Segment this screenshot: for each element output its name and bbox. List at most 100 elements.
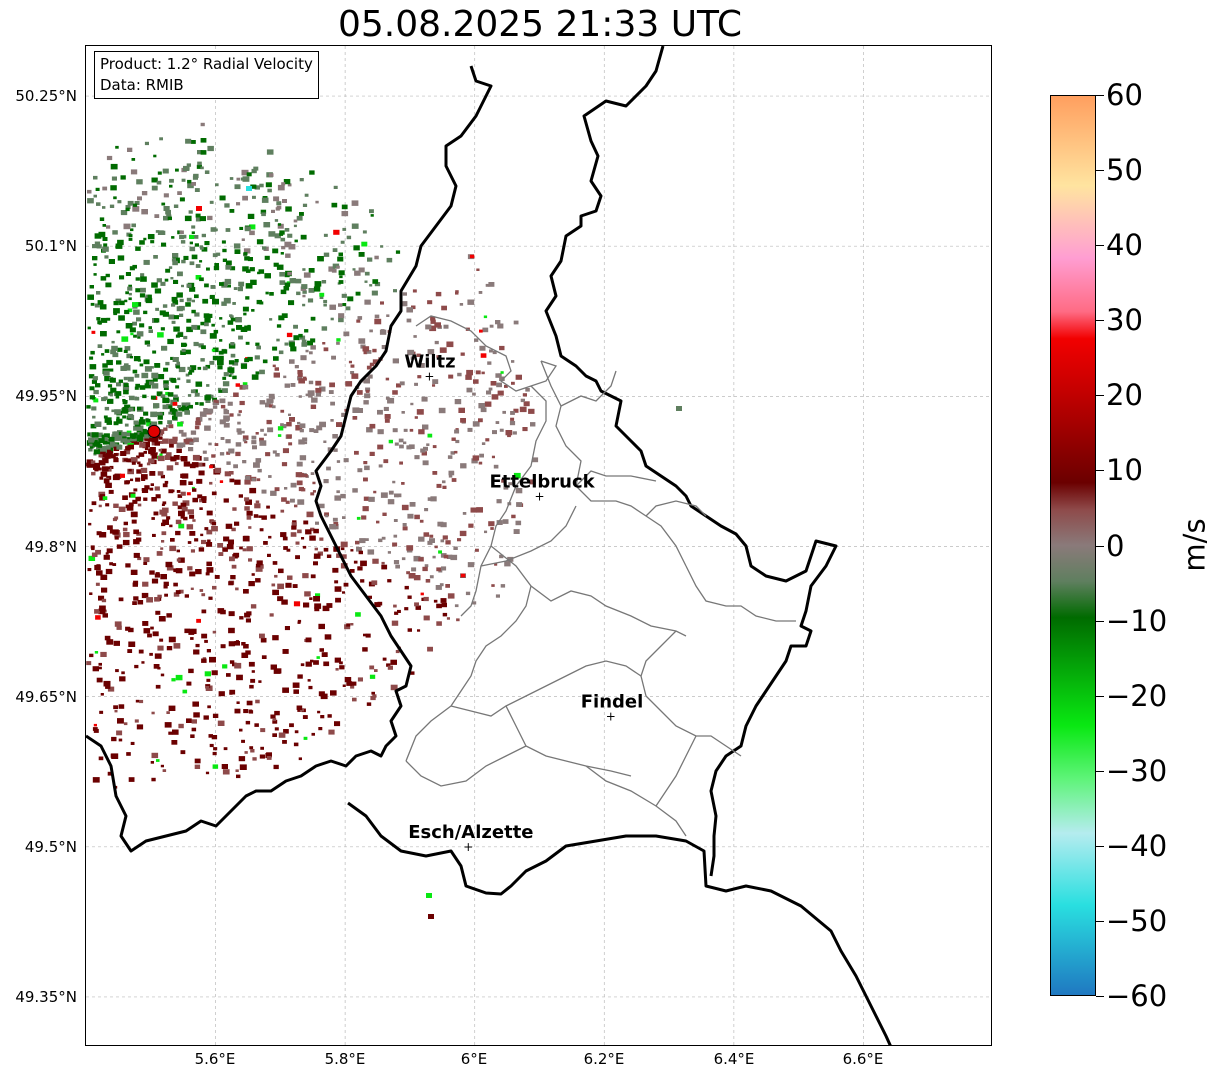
echo-pixel	[249, 684, 254, 689]
echo-pixel	[140, 287, 146, 293]
echo-pixel	[218, 350, 224, 355]
echo-pixel	[164, 722, 172, 728]
echo-pixel	[409, 502, 416, 507]
echo-pixel	[342, 591, 345, 594]
echo-pixel	[314, 547, 318, 551]
echo-pixel	[256, 299, 262, 305]
echo-pixel	[163, 383, 169, 388]
echo-pixel	[361, 241, 368, 247]
echo-pixel	[101, 587, 108, 593]
echo-pixel	[114, 710, 118, 713]
echo-pixel	[133, 425, 140, 431]
echo-pixel	[152, 533, 156, 537]
echo-pixel	[191, 225, 196, 229]
echo-pixel	[172, 402, 178, 406]
echo-pixel	[286, 434, 292, 439]
echo-pixel	[351, 200, 359, 206]
echo-pixel	[414, 602, 419, 607]
echo-pixel	[150, 366, 154, 369]
echo-pixel	[333, 185, 338, 189]
echo-pixel	[125, 563, 131, 568]
colorbar-tick	[1096, 395, 1104, 397]
echo-pixel	[149, 652, 153, 656]
echo-pixel	[122, 415, 127, 419]
echo-pixel	[460, 352, 465, 356]
echo-pixel	[441, 602, 447, 608]
echo-pixel	[158, 448, 162, 452]
echo-pixel	[135, 699, 140, 703]
echo-pixel	[168, 489, 174, 494]
echo-pixel	[439, 583, 444, 587]
echo-pixel	[127, 147, 133, 152]
echo-pixel	[189, 571, 196, 577]
echo-pixel	[285, 500, 290, 504]
echo-pixel	[163, 193, 169, 198]
echo-pixel	[118, 379, 123, 383]
echo-pixel	[149, 381, 154, 385]
echo-pixel	[171, 303, 176, 307]
echo-pixel	[212, 298, 219, 305]
echo-pixel	[297, 709, 301, 712]
echo-pixel	[436, 567, 441, 572]
echo-pixel	[302, 290, 307, 294]
echo-pixel	[97, 300, 104, 305]
echo-pixel	[219, 398, 226, 404]
echo-pixel	[230, 342, 235, 346]
echo-pixel	[98, 662, 102, 666]
echo-pixel	[296, 461, 303, 467]
echo-pixel	[296, 215, 303, 221]
echo-pixel	[173, 397, 179, 402]
echo-pixel	[275, 207, 280, 211]
echo-pixel	[160, 764, 164, 768]
echo-pixel	[138, 463, 143, 467]
echo-pixel	[127, 200, 134, 206]
echo-pixel	[105, 568, 113, 575]
echo-pixel	[265, 753, 272, 759]
echo-pixel	[196, 164, 202, 169]
echo-pixel	[336, 553, 342, 558]
echo-pixel	[478, 418, 483, 423]
echo-pixel	[144, 141, 149, 146]
echo-pixel	[166, 424, 170, 428]
echo-pixel	[448, 374, 454, 379]
echo-pixel	[271, 396, 275, 400]
echo-pixel	[260, 428, 264, 432]
echo-pixel	[166, 646, 173, 651]
echo-pixel	[432, 384, 436, 387]
echo-pixel	[305, 637, 312, 643]
echo-pixel	[418, 429, 425, 435]
echo-pixel	[198, 547, 205, 552]
echo-pixel	[216, 252, 221, 256]
echo-pixel	[104, 437, 108, 440]
echo-pixel	[223, 747, 228, 751]
echo-pixel	[243, 248, 251, 254]
echo-pixel	[432, 471, 438, 475]
echo-pixel	[455, 290, 459, 293]
echo-pixel	[123, 449, 131, 455]
echo-pixel	[213, 266, 220, 271]
echo-pixel	[333, 229, 340, 235]
echo-pixel	[304, 193, 309, 197]
echo-pixel	[113, 196, 117, 200]
echo-pixel	[219, 195, 226, 201]
echo-pixel	[132, 206, 140, 212]
echo-pixel	[119, 473, 125, 478]
radar-map[interactable]: + Wiltz + Ettelbruck + Findel + Esch/Alzette	[85, 45, 992, 1046]
echo-pixel	[122, 539, 130, 546]
echo-pixel	[228, 611, 235, 617]
echo-pixel	[242, 306, 249, 312]
echo-pixel	[304, 441, 308, 445]
echo-pixel	[236, 674, 243, 681]
echo-pixel	[401, 482, 405, 485]
echo-pixel	[96, 202, 101, 206]
echo-pixel	[153, 511, 159, 516]
echo-pixel	[106, 155, 113, 161]
echo-pixel	[212, 751, 217, 756]
echo-pixel	[135, 477, 141, 482]
echo-pixel	[104, 417, 112, 423]
echo-pixel	[127, 468, 134, 475]
echo-pixel	[307, 298, 314, 303]
echo-pixel	[176, 306, 183, 312]
echo-pixel	[528, 408, 535, 414]
echo-pixel	[441, 566, 447, 571]
